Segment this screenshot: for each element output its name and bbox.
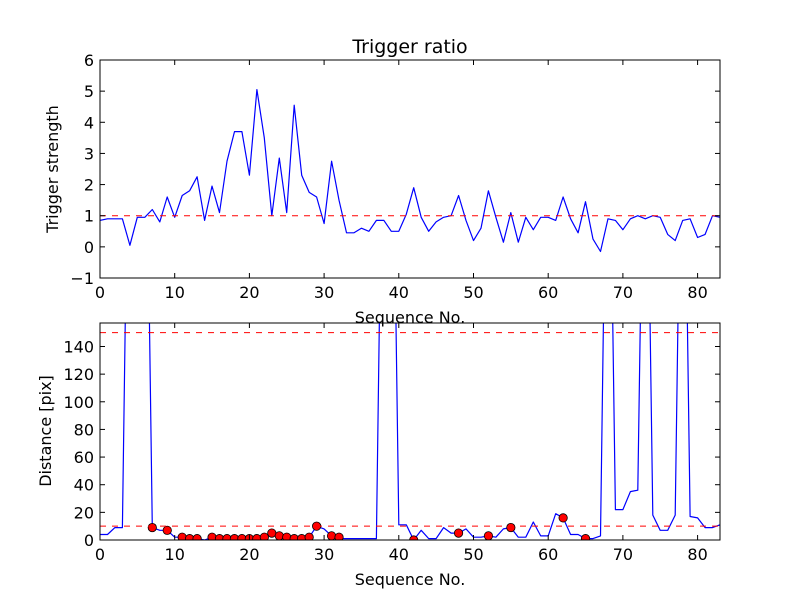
y-tick-label: 100 — [63, 393, 94, 412]
data-point — [506, 522, 516, 533]
chart-title: Trigger ratio — [351, 36, 467, 58]
y-tick-label: 40 — [74, 476, 94, 495]
plot-area — [100, 88, 720, 253]
series-line — [100, 88, 720, 253]
x-tick-label: 20 — [239, 283, 259, 302]
x-tick-label: 30 — [314, 283, 334, 302]
x-tick-label: 50 — [463, 545, 483, 564]
y-tick-label: 20 — [74, 503, 94, 522]
x-tick-label: 80 — [687, 545, 707, 564]
y-tick-label: 1 — [84, 207, 94, 226]
y-tick-label: 0 — [84, 238, 94, 257]
y-tick-label: 2 — [84, 176, 94, 195]
data-point — [326, 531, 337, 540]
y-tick-label: 3 — [84, 144, 94, 163]
x-tick-label: 40 — [389, 545, 409, 564]
axes-frame — [99, 322, 721, 541]
x-tick-label: 70 — [613, 283, 633, 302]
data-point — [483, 531, 494, 540]
distance-chart: 0 10 20 30 40 50 60 70 80 0 20 40 60 80 100 120 140 Sequ… — [36, 322, 721, 589]
y-axis-label: Distance [pix] — [36, 375, 55, 487]
x-tick-label: 0 — [95, 545, 105, 564]
axes-frame — [99, 59, 721, 279]
data-point — [558, 513, 568, 523]
x-tick-label: 10 — [165, 283, 185, 302]
data-point — [147, 522, 157, 533]
x-tick-label: 10 — [165, 545, 185, 564]
x-tick-label: 80 — [687, 283, 707, 302]
data-point — [274, 531, 284, 540]
y-tick-label: 4 — [84, 113, 94, 132]
x-tick-label: 70 — [613, 545, 633, 564]
y-tick-label: 120 — [63, 365, 94, 384]
y-tick-label: 5 — [84, 82, 94, 101]
trigger-ratio-chart: Trigger ratio 0 10 20 30 40 50 60 70 80−10123456… — [43, 36, 721, 327]
data-point — [334, 532, 344, 540]
y-tick-label: 60 — [74, 448, 94, 467]
data-point — [304, 532, 314, 540]
data-point — [259, 532, 269, 540]
y-tick-label: 0 — [84, 531, 94, 550]
x-tick-label: 20 — [239, 545, 259, 564]
y-tick-label: 140 — [63, 337, 94, 356]
x-axis-label: Sequence No. — [355, 308, 466, 327]
x-tick-label: 30 — [314, 545, 334, 564]
x-tick-label: 40 — [389, 283, 409, 302]
x-axis-label: Sequence No. — [355, 570, 466, 589]
data-point — [580, 534, 591, 540]
y-axis-label: Trigger strength — [43, 105, 62, 234]
y-tick-label: −1 — [70, 269, 94, 288]
y-tick-label: 80 — [74, 420, 94, 439]
x-tick-label: 50 — [463, 283, 483, 302]
tick-marks: 0 10 20 30 40 50 60 70 80 0 20 40 60 80 100 120 140 — [63, 323, 720, 564]
data-point — [162, 525, 172, 535]
data-point — [453, 528, 464, 538]
x-tick-label: 60 — [538, 545, 558, 564]
data-point — [192, 534, 202, 540]
plot-area — [100, 323, 720, 540]
x-tick-label: 60 — [538, 283, 558, 302]
y-tick-label: 6 — [84, 51, 94, 70]
x-tick-label: 0 — [95, 283, 105, 302]
